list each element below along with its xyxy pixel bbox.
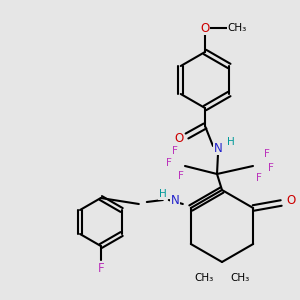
Text: O: O (174, 131, 184, 145)
Text: F: F (172, 146, 178, 156)
Text: N: N (214, 142, 222, 154)
Text: CH₃: CH₃ (230, 273, 250, 283)
Text: H: H (159, 189, 167, 199)
Text: F: F (166, 158, 172, 168)
Text: F: F (178, 171, 184, 181)
Text: F: F (256, 173, 262, 183)
Text: F: F (98, 262, 104, 275)
Text: F: F (264, 149, 270, 159)
Text: F: F (268, 163, 274, 173)
Text: O: O (286, 194, 296, 208)
Text: O: O (200, 22, 210, 34)
Text: N: N (170, 194, 179, 206)
Text: H: H (227, 137, 235, 147)
Text: CH₃: CH₃ (194, 273, 214, 283)
Text: CH₃: CH₃ (227, 23, 247, 33)
